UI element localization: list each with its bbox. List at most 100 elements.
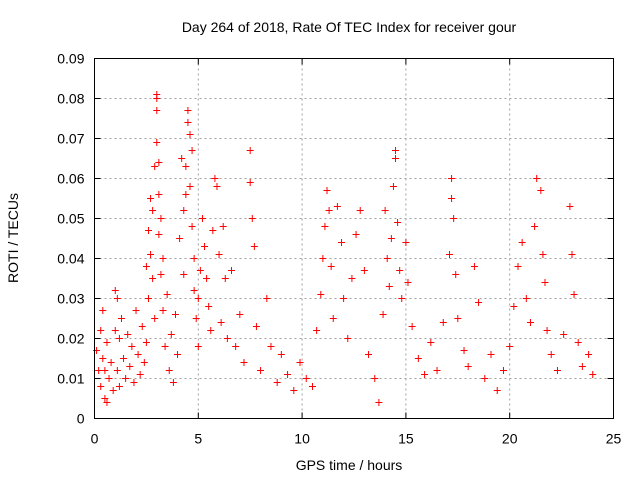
data-point [392,147,400,154]
data-point [398,295,406,302]
data-point [475,299,483,306]
data-point [215,251,223,258]
data-point [427,339,435,346]
data-point [392,155,400,162]
grid-lines [94,58,614,419]
data-point [317,291,325,298]
data-point [329,315,337,322]
x-tick-labels: 0 5 10 15 20 25 [91,431,622,447]
data-point [196,267,204,274]
data-point [313,327,321,334]
data-point [217,319,225,326]
data-point [448,175,456,182]
data-point [157,271,165,278]
data-point [207,327,215,334]
data-point [439,319,447,326]
data-point [182,163,190,170]
data-point [128,343,136,350]
data-point [165,367,173,374]
data-point [211,175,219,182]
data-point [201,243,209,250]
data-point [122,375,130,382]
data-point [522,295,530,302]
data-point [232,343,240,350]
data-point [246,179,254,186]
data-point [379,311,387,318]
data-point [180,271,188,278]
data-point [103,339,111,346]
x-tick-label: 15 [398,431,414,447]
y-tick-labels: 0 0.01 0.02 0.03 0.04 0.05 0.06 0.07 0.08 0.09 [57,51,84,427]
x-axis-title: GPS time / hours [296,457,403,473]
data-point [228,267,236,274]
data-point [186,131,194,138]
data-point [223,335,231,342]
data-point [169,379,177,386]
data-point [396,267,404,274]
data-point [414,355,422,362]
data-point [111,327,119,334]
data-point [385,283,393,290]
data-point [111,287,119,294]
data-point [375,399,383,406]
data-point [167,331,175,338]
axis-ticks [94,58,614,419]
data-point [115,335,123,342]
data-point [132,307,140,314]
data-point [514,263,522,270]
data-point [360,267,368,274]
data-point [155,231,163,238]
data-point [510,303,518,310]
data-point [421,371,429,378]
data-point [348,275,356,282]
data-point [284,371,292,378]
data-point [273,379,281,386]
data-point [319,255,327,262]
data-point [381,207,389,214]
data-point [151,315,159,322]
data-point [383,255,391,262]
data-point [333,203,341,210]
data-point [192,315,200,322]
data-point [174,351,182,358]
data-point [153,91,161,98]
data-point [213,183,221,190]
data-point [103,399,111,406]
data-point [547,351,555,358]
data-point [518,239,526,246]
data-point [149,275,157,282]
data-point [452,271,460,278]
data-point [194,343,202,350]
data-point [387,235,395,242]
y-tick-label: 0.08 [57,91,84,107]
data-point [246,147,254,154]
data-point [340,295,348,302]
data-point [464,363,472,370]
data-point [450,215,458,222]
data-point [124,331,132,338]
data-point [184,107,192,114]
data-point [578,363,586,370]
data-point [323,187,331,194]
data-point [163,291,171,298]
x-tick-label: 25 [606,431,622,447]
data-point [487,351,495,358]
data-point [308,383,316,390]
data-point [171,311,179,318]
data-point [267,343,275,350]
data-points [93,91,597,406]
data-point [454,315,462,322]
data-point [182,191,190,198]
y-tick-label: 0.09 [57,51,84,67]
data-point [402,239,410,246]
data-point [250,243,258,250]
data-point [194,295,202,302]
data-point [543,327,551,334]
data-point [198,215,206,222]
data-point [188,223,196,230]
data-point [302,375,310,382]
data-point [157,215,165,222]
data-point [448,195,456,202]
data-point [221,275,229,282]
data-point [296,359,304,366]
